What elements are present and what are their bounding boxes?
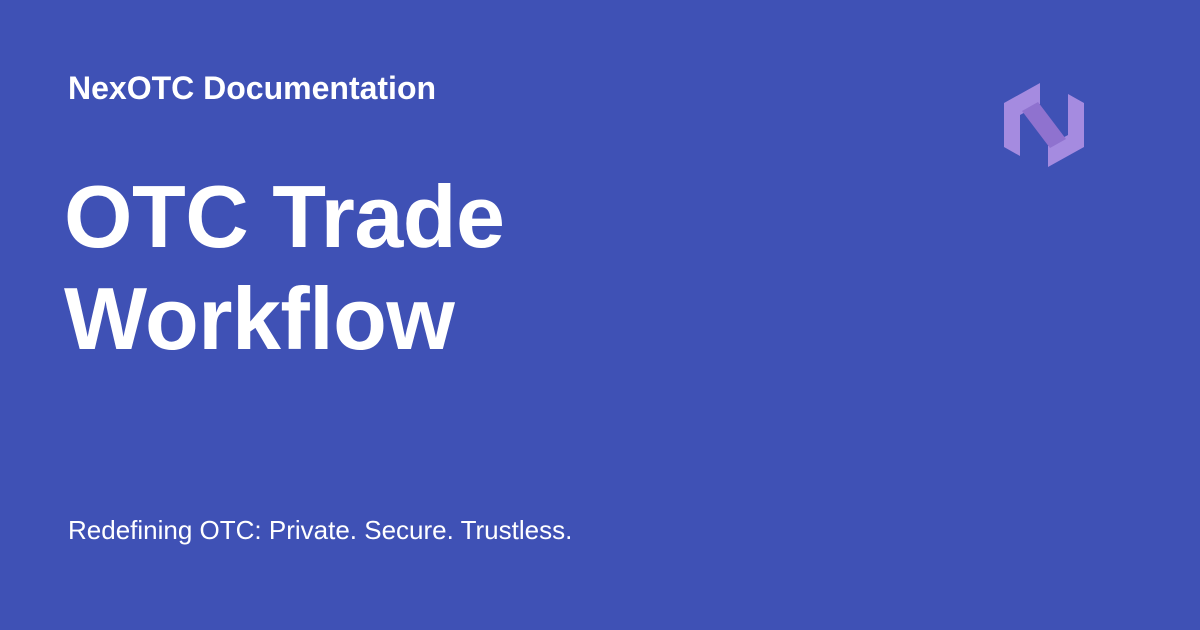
nexotc-hexagon-logo-icon bbox=[1004, 83, 1084, 167]
site-name: NexOTC Documentation bbox=[68, 70, 437, 106]
page-title: OTC Trade Workflow bbox=[64, 166, 764, 370]
page-title-line-1: OTC Trade bbox=[64, 167, 505, 266]
tagline: Redefining OTC: Private. Secure. Trustle… bbox=[68, 515, 573, 545]
page-title-line-2: Workflow bbox=[64, 269, 455, 368]
